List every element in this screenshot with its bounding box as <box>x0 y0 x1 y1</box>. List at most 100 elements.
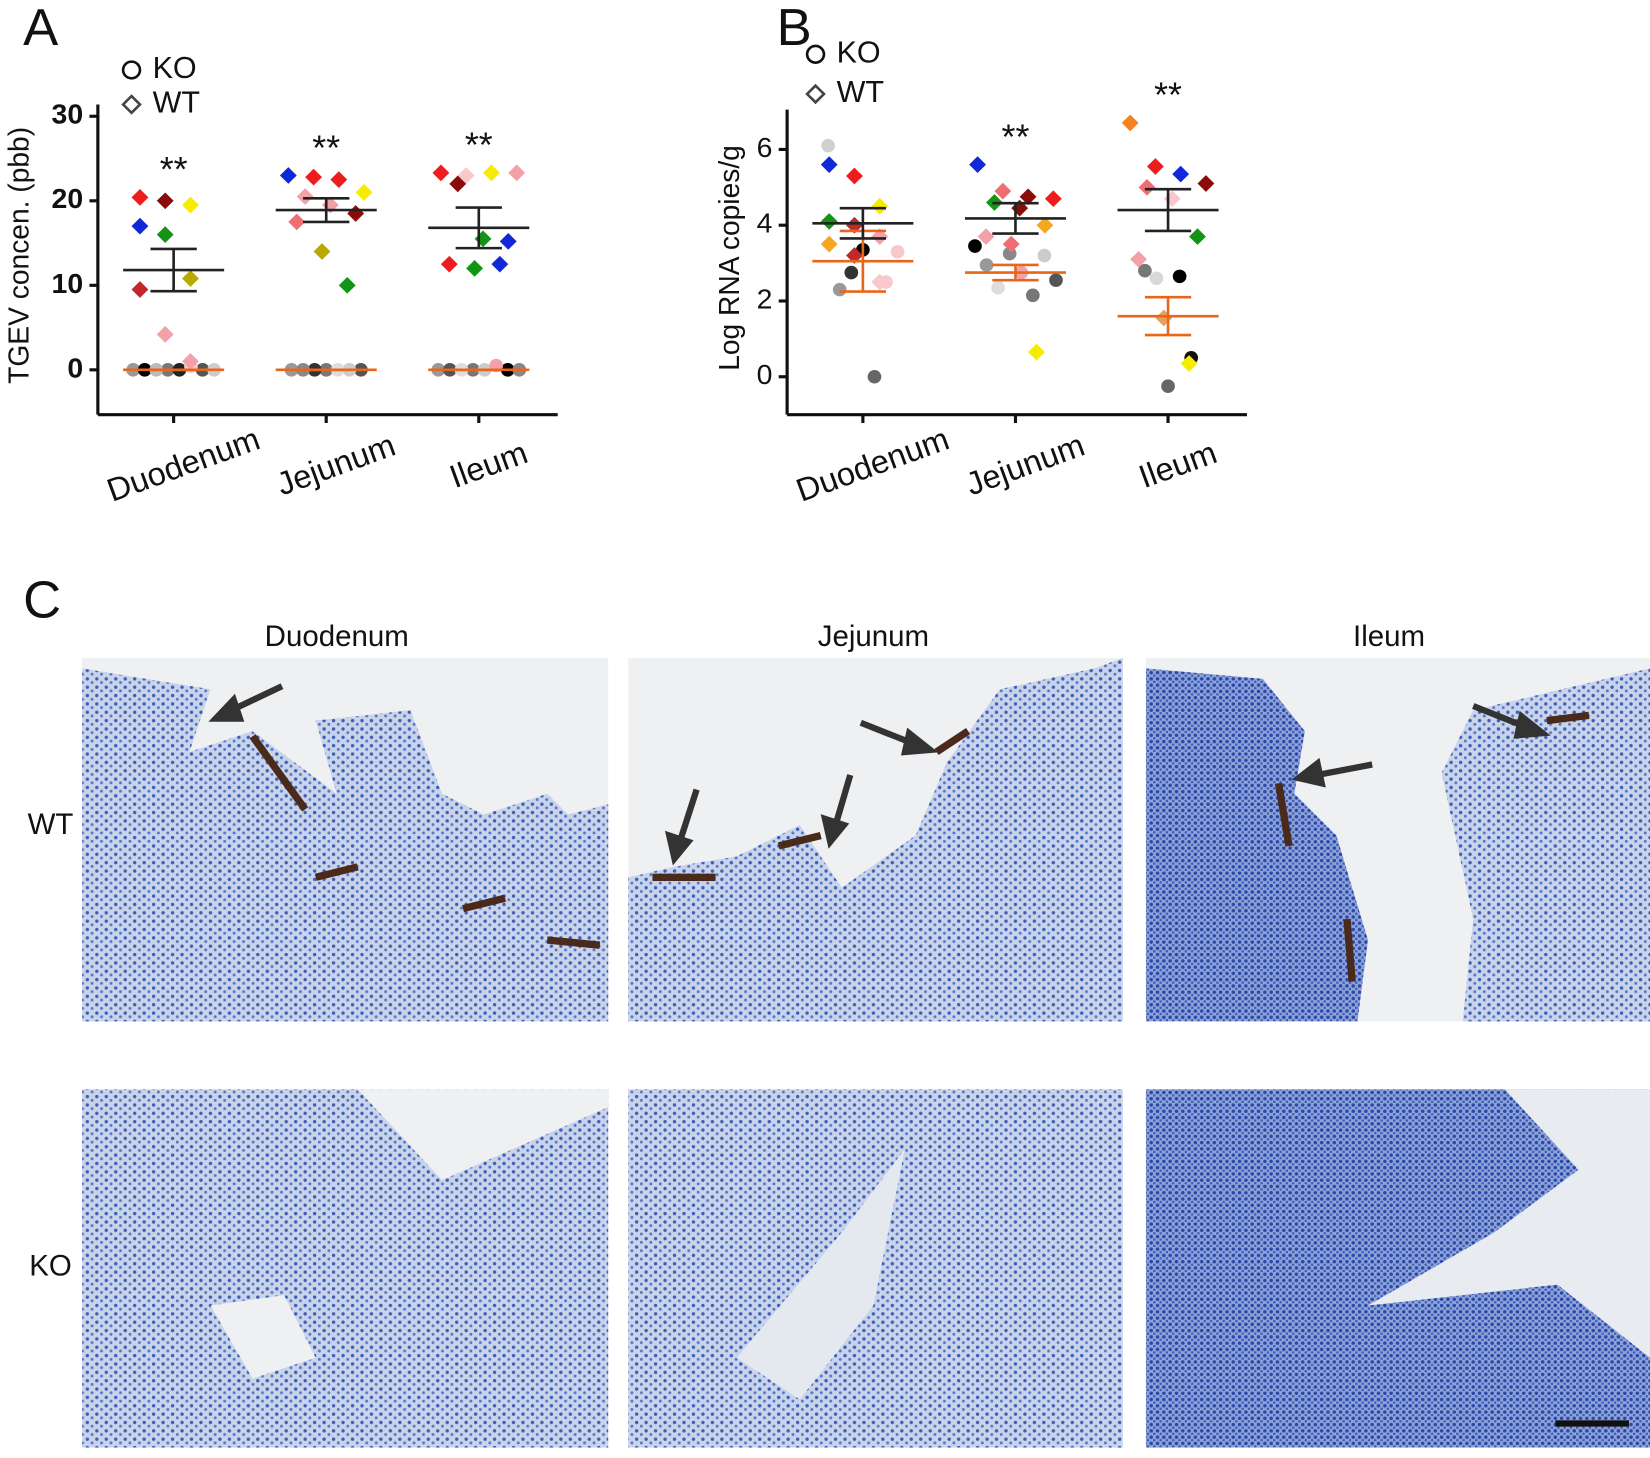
tissue <box>82 668 609 1022</box>
panel-label: C <box>23 572 61 630</box>
data-point <box>1172 269 1187 284</box>
significance: ** <box>1154 75 1182 115</box>
data-point <box>1172 165 1190 183</box>
data-point <box>131 189 149 206</box>
y-axis-label: Log RNA copies/g <box>713 145 745 371</box>
data-point <box>968 239 982 253</box>
data-point <box>1037 248 1052 263</box>
data-point <box>131 281 149 298</box>
data-point <box>871 273 889 291</box>
data-point <box>1019 188 1037 206</box>
data-point <box>867 369 882 384</box>
data-point <box>466 260 484 277</box>
y-tick-label: 6 <box>757 131 773 163</box>
legend-label: KO <box>153 51 197 85</box>
micrograph <box>82 1089 609 1448</box>
y-axis-label: TGEV concen. (pbb) <box>2 127 34 384</box>
micrographs <box>82 657 1650 1448</box>
lumen <box>1367 1089 1650 1358</box>
data-point <box>832 282 847 297</box>
data-point <box>820 156 838 173</box>
significance: ** <box>312 128 340 168</box>
data-point <box>1163 190 1181 208</box>
arrows <box>208 683 1551 866</box>
data-point <box>182 196 199 214</box>
y-tick-label: 0 <box>757 358 773 390</box>
data-point <box>1002 235 1020 253</box>
data-point <box>1149 271 1164 286</box>
data-point <box>182 270 199 287</box>
significance: ** <box>1002 117 1030 157</box>
x-tick-label: Jejunum <box>961 427 1089 503</box>
data-point <box>890 244 905 259</box>
legend-marker <box>805 44 826 64</box>
legend-label: WT <box>153 86 200 120</box>
data-point <box>846 167 863 185</box>
legend-label: WT <box>837 75 884 109</box>
data-point <box>1044 190 1062 208</box>
tissue <box>628 657 1123 1022</box>
y-tick-label: 30 <box>52 98 84 130</box>
x-tick-label: Jejunum <box>272 427 400 503</box>
data-point <box>820 213 838 230</box>
x-tick-label: Duodenum <box>791 421 953 509</box>
data-point <box>1121 114 1139 132</box>
data-point <box>313 243 331 260</box>
data-point <box>305 168 323 186</box>
data-point <box>1147 158 1164 175</box>
data-point <box>156 226 174 243</box>
stain <box>1274 711 1590 983</box>
lumen <box>210 1295 316 1379</box>
data-point <box>491 255 509 273</box>
y-tick-label: 10 <box>52 267 84 299</box>
row-label: WT <box>28 808 74 841</box>
column-label: Jejunum <box>818 620 929 653</box>
data-point <box>1155 309 1173 327</box>
data-point <box>991 280 1005 295</box>
data-point <box>1189 228 1206 245</box>
stain <box>652 728 971 881</box>
tissue <box>1441 668 1650 1022</box>
data-point <box>156 325 174 343</box>
lumen <box>82 1089 609 1181</box>
data-point <box>979 258 994 272</box>
y-tick-label: 20 <box>52 182 84 214</box>
data-point <box>871 228 889 245</box>
data-point <box>338 276 356 294</box>
lumen <box>736 1148 905 1400</box>
data-point <box>279 167 297 184</box>
legend-marker <box>805 83 826 105</box>
data-point <box>499 233 517 250</box>
data-point <box>288 213 306 231</box>
data-point <box>1138 263 1152 278</box>
data-point <box>1036 216 1054 234</box>
data-point <box>474 230 492 248</box>
column-label: Duodenum <box>265 620 409 653</box>
data-point <box>296 188 314 205</box>
data-point <box>1049 273 1063 287</box>
panel-label: A <box>23 0 58 57</box>
data-point <box>432 164 450 182</box>
legend-marker <box>121 60 142 80</box>
legend-marker <box>121 94 142 115</box>
data-point <box>1161 379 1175 394</box>
significance: ** <box>465 125 493 165</box>
significance: ** <box>160 150 188 190</box>
data-point <box>1025 288 1040 303</box>
y-tick-label: 4 <box>757 207 773 239</box>
column-label: Ileum <box>1353 620 1425 653</box>
data-point <box>1028 343 1045 361</box>
y-tick-label: 0 <box>67 351 83 383</box>
data-point <box>330 171 348 189</box>
data-point <box>347 205 365 222</box>
data-point <box>355 183 373 201</box>
data-point <box>1197 175 1215 192</box>
x-tick-label: Ileum <box>1134 434 1221 495</box>
legend-label: KO <box>837 35 881 69</box>
data-point <box>483 164 500 182</box>
data-point <box>871 197 889 215</box>
data-point <box>969 156 987 173</box>
stain <box>249 734 601 949</box>
y-tick-label: 2 <box>757 283 773 315</box>
